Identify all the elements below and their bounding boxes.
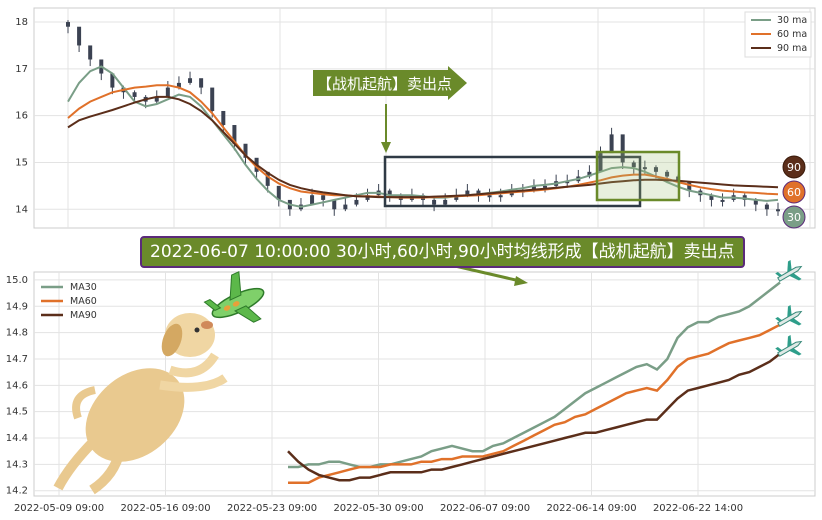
candle-body	[776, 209, 780, 212]
candle-body	[310, 195, 315, 205]
legend-label-ma90: MA90	[70, 310, 97, 321]
top-ma-lines	[67, 65, 779, 208]
candle-body	[487, 195, 492, 198]
candle-body	[210, 87, 215, 111]
candle-body	[276, 185, 281, 200]
candle-body	[243, 143, 248, 158]
candle-body	[642, 167, 647, 170]
candle-body	[332, 199, 337, 210]
bottom-x-tick-label: 2022-05-09 09:00	[14, 503, 104, 514]
candle-body	[165, 87, 170, 97]
candle-body	[653, 167, 658, 172]
candle-body	[432, 199, 437, 205]
badge-90: 90	[787, 161, 801, 174]
candle-body	[709, 195, 714, 200]
candle-body	[454, 195, 459, 200]
candle-body	[753, 199, 758, 205]
badge-30: 30	[787, 211, 801, 224]
candle-body	[199, 78, 204, 88]
candle-body	[176, 82, 181, 88]
top-gridlines	[34, 8, 815, 228]
candle-body	[620, 134, 625, 163]
bottom-y-tick-label: 14.7	[6, 354, 28, 365]
candle-body	[465, 190, 470, 196]
bottom-x-tick-label: 2022-06-14 09:00	[546, 503, 636, 514]
candle-body	[543, 185, 548, 188]
candle-body	[609, 134, 614, 154]
candle-body	[110, 73, 115, 88]
top-y-ticks: 14 15 16 17 18	[15, 17, 28, 215]
candle-body	[321, 195, 326, 200]
candle-body	[665, 171, 670, 177]
bottom-x-tick-label: 2022-05-23 09:00	[227, 503, 317, 514]
legend-label-30: 30 ma	[777, 15, 807, 26]
bottom-y-tick-label: 14.6	[6, 380, 28, 391]
badge-60: 60	[787, 186, 801, 199]
candle-body	[132, 92, 137, 97]
banner-arrow	[454, 264, 521, 283]
candle-body	[66, 22, 70, 27]
candle-body	[631, 162, 636, 168]
banner-arrow-head	[514, 276, 528, 286]
candle-body	[443, 199, 448, 205]
down-arrow-head	[381, 142, 391, 153]
badge-90-circle	[782, 155, 806, 179]
bottom-x-tick-label: 2022-06-22 14:00	[653, 503, 743, 514]
dog-illustration	[53, 313, 228, 495]
bottom-line-ma90	[287, 352, 781, 482]
top-y-tick-label: 17	[15, 64, 28, 75]
bottom-x-tick-label: 2022-06-07 09:00	[440, 503, 530, 514]
candle-body	[387, 190, 392, 196]
candle-body	[188, 78, 193, 83]
candle-body	[265, 171, 270, 186]
top-y-tick-label: 16	[15, 111, 28, 122]
top-panel-frame	[33, 7, 816, 229]
bottom-x-ticks: 2022-05-09 09:00 2022-05-16 09:00 2022-05-…	[14, 503, 743, 514]
bottom-x-tick-label: 2022-05-30 09:00	[333, 503, 423, 514]
candle-body	[221, 110, 226, 126]
bottom-y-tick-label: 14.8	[6, 328, 28, 339]
badge-30-circle	[782, 205, 806, 229]
candle-body	[764, 204, 769, 210]
candle-body	[343, 204, 348, 210]
candle-body	[88, 45, 93, 60]
candle-body	[232, 125, 237, 144]
candle-body	[77, 26, 82, 46]
legend-label-ma60: MA60	[70, 296, 97, 307]
signal-arrow-shape	[313, 66, 467, 100]
bottom-y-tick-label: 14.5	[6, 407, 28, 418]
bottom-y-tick-label: 14.3	[6, 459, 28, 470]
candle-body	[154, 96, 159, 102]
consolidation-box	[383, 155, 642, 208]
candle-body	[598, 153, 603, 172]
candle-body	[720, 199, 725, 202]
bottom-y-tick-label: 14.4	[6, 433, 28, 444]
signal-label: 【战机起航】卖出点	[317, 75, 453, 93]
signal-box	[595, 150, 681, 202]
bottom-y-tick-label: 15.0	[6, 275, 28, 286]
bottom-y-tick-label: 14.2	[6, 486, 28, 497]
bottom-y-ticks: 14.2 14.3 14.4 14.5 14.6 14.7 14.8 14.9 15.0	[6, 275, 28, 497]
legend-label-ma30: MA30	[70, 282, 97, 293]
legend-label-90: 90 ma	[777, 43, 807, 54]
signal-banner: 2022-06-07 10:00:00 30小时,60小时,90小时均线形成【战…	[140, 236, 745, 268]
candle-body	[531, 185, 536, 191]
badge-60-circle	[782, 180, 806, 204]
top-y-tick-label: 14	[15, 204, 28, 215]
candle-body	[476, 190, 481, 196]
legend-label-60: 60 ma	[777, 29, 807, 40]
candle-body	[587, 171, 592, 177]
top-y-tick-label: 18	[15, 17, 28, 28]
candle-body	[354, 199, 359, 205]
candle-body	[498, 195, 503, 198]
top-y-tick-label: 15	[15, 157, 28, 168]
top-line-ma90	[67, 95, 779, 199]
cartoon-plane-icon	[203, 270, 265, 323]
bottom-y-tick-label: 14.9	[6, 301, 28, 312]
bottom-ma-lines	[287, 281, 781, 485]
bottom-x-tick-label: 2022-05-16 09:00	[120, 503, 210, 514]
bottom-line-ma60	[288, 323, 781, 485]
